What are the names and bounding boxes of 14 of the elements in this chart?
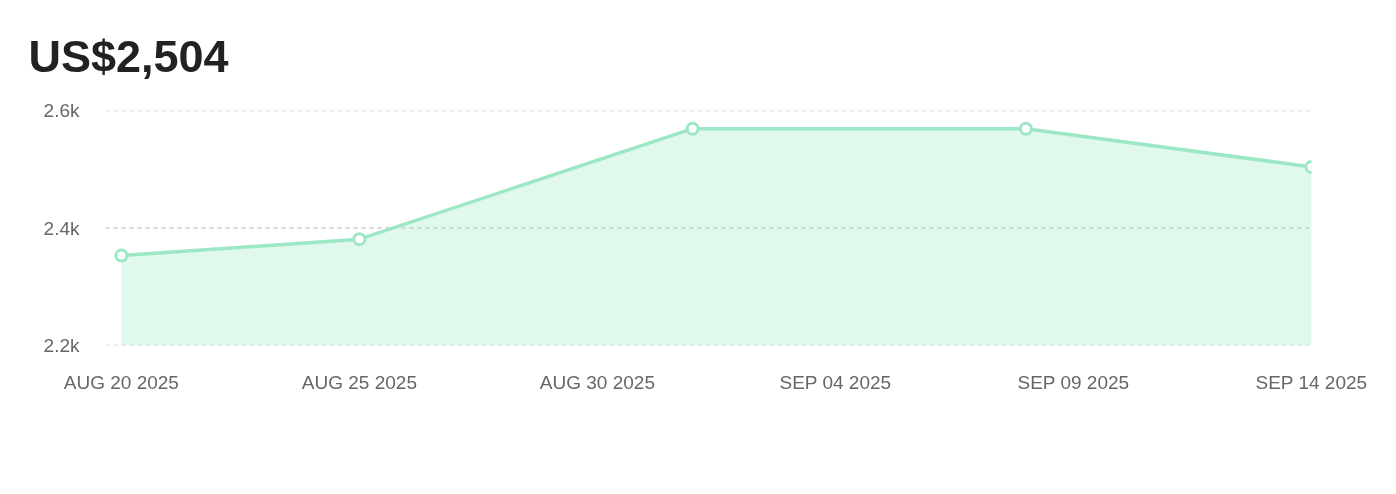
point (1018, 121, 1033, 136)
chart-title: US$2,504 (28, 31, 229, 82)
x-tick-label: SEP 14 2025 (1255, 371, 1368, 393)
x-tick-label: AUG 25 2025 (301, 371, 417, 393)
point (114, 248, 129, 263)
x-tick-label: SEP 09 2025 (1017, 371, 1130, 393)
point (685, 121, 700, 136)
x-tick-label: AUG 20 2025 (63, 371, 179, 393)
point (352, 232, 367, 247)
x-tick-label: AUG 30 2025 (539, 371, 655, 393)
y-tick-label: 2.2k (43, 335, 80, 356)
y-tick-label: 2.4k (43, 217, 80, 239)
x-tick-label: SEP 04 2025 (779, 371, 892, 393)
y-tick-label: 2.6k (43, 100, 80, 121)
